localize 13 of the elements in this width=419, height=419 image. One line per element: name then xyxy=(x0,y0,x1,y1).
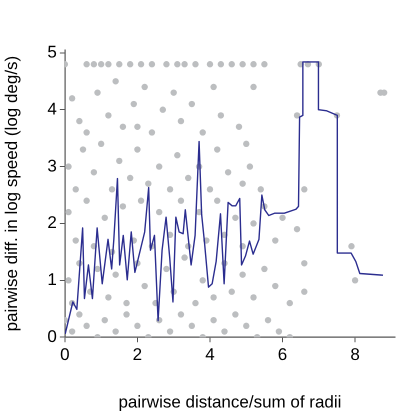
x-tick-label: 8 xyxy=(350,345,360,364)
y-axis-title: pairwise diff. in log speed (log deg/s) xyxy=(2,56,21,332)
y-tick-label: 0 xyxy=(47,326,57,346)
x-tick-label: 6 xyxy=(278,345,288,364)
y-tick-label: 5 xyxy=(47,42,57,62)
y-tick-label: 2 xyxy=(47,213,57,232)
y-tick-label: 1 xyxy=(47,270,57,290)
x-tick-label: 2 xyxy=(132,345,142,364)
x-tick-label: 4 xyxy=(205,345,215,364)
y-tick-label: 3 xyxy=(47,156,57,176)
y-tick-label: 4 xyxy=(47,99,57,118)
x-axis-title: pairwise distance/sum of radii xyxy=(118,392,342,412)
x-tick-label: 0 xyxy=(60,345,70,364)
